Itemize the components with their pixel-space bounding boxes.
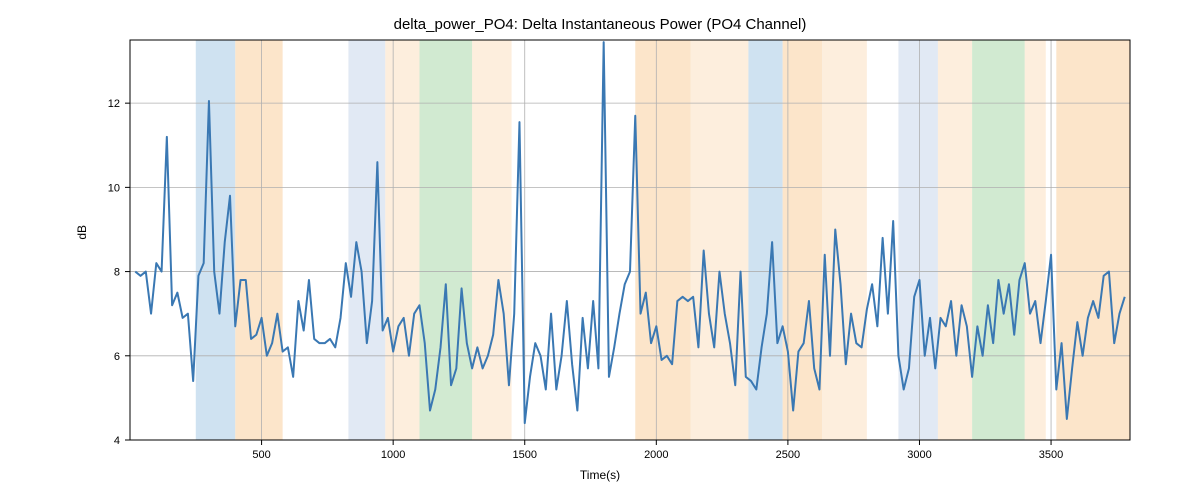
- band-region: [385, 40, 419, 440]
- x-axis-label: Time(s): [0, 468, 1200, 482]
- xtick-label: 1500: [512, 449, 536, 461]
- ytick-label: 12: [108, 98, 120, 110]
- chart-title: delta_power_PO4: Delta Instantaneous Pow…: [0, 16, 1200, 33]
- xtick-label: 1000: [381, 449, 405, 461]
- xtick-label: 500: [252, 449, 270, 461]
- band-region: [972, 40, 1025, 440]
- band-region: [748, 40, 782, 440]
- chart-plot-area: 5001000150020002500300035004681012: [130, 40, 1130, 440]
- band-region: [822, 40, 867, 440]
- ytick-label: 10: [108, 182, 120, 194]
- xtick-label: 3500: [1039, 449, 1063, 461]
- ytick-label: 6: [114, 351, 120, 363]
- band-region: [196, 40, 235, 440]
- band-region: [898, 40, 937, 440]
- xtick-label: 3000: [907, 449, 931, 461]
- band-region: [635, 40, 690, 440]
- ytick-label: 4: [114, 435, 120, 447]
- band-region: [235, 40, 282, 440]
- band-region: [1056, 40, 1130, 440]
- y-axis-label: dB: [75, 225, 89, 240]
- xtick-label: 2500: [776, 449, 800, 461]
- chart-svg: 5001000150020002500300035004681012: [130, 40, 1130, 440]
- xtick-label: 2000: [644, 449, 668, 461]
- band-region: [1025, 40, 1046, 440]
- band-region: [691, 40, 749, 440]
- band-region: [472, 40, 511, 440]
- band-region: [938, 40, 972, 440]
- ytick-label: 8: [114, 267, 120, 279]
